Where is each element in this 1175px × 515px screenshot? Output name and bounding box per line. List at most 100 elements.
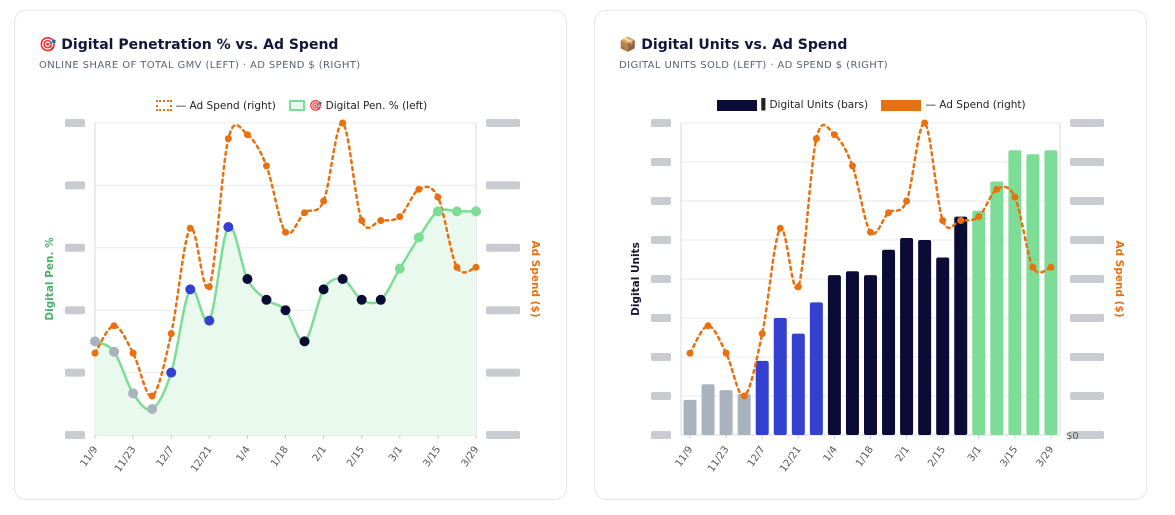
- legend-ad-spend[interactable]: — Ad Spend (right): [155, 99, 276, 112]
- legend-ad-spend-2[interactable]: — Ad Spend (right): [881, 99, 1026, 111]
- c2-x-tick-label: 11/23: [706, 444, 732, 474]
- c2-units-bar: [737, 394, 751, 435]
- c1-right-axis-title: Ad Spend ($): [529, 240, 541, 317]
- legend-ad-spend-label: — Ad Spend (right): [175, 99, 276, 112]
- c1-ad-spend-point: [453, 263, 461, 271]
- c1-pen-point: [337, 274, 348, 284]
- c2-right-tick-label: [1070, 236, 1104, 244]
- c2-units-bar: [845, 271, 859, 435]
- c1-ad-spend-point: [472, 263, 480, 271]
- c2-ad-spend-point: [722, 349, 730, 357]
- c2-left-tick-label: [651, 236, 671, 244]
- c1-pen-area: [95, 209, 476, 435]
- c2-x-tick-label: 1/18: [854, 444, 876, 469]
- c2-x-tick-label: 3/29: [1035, 444, 1057, 469]
- c1-ad-spend-point: [91, 349, 99, 357]
- c2-ad-spend-point: [776, 224, 784, 232]
- c2-units-bar: [954, 216, 968, 435]
- c1-left-tick-label: [65, 431, 85, 439]
- c2-ad-spend-point: [957, 217, 965, 224]
- c1-ad-spend-point: [243, 131, 251, 139]
- c1-pen-point: [109, 346, 120, 357]
- c2-units-bar: [1044, 150, 1058, 436]
- c2-ad-spend-point: [1011, 193, 1019, 201]
- chart1-legend: — Ad Spend (right) 🎯 Digital Pen. % (lef…: [15, 99, 568, 112]
- c1-ad-spend-point: [224, 135, 232, 143]
- c1-x-tick-label: 1/18: [269, 444, 291, 469]
- c1-x-tick-label: 3/29: [460, 444, 482, 469]
- legend-digital-units-label: ▌Digital Units (bars): [761, 99, 869, 111]
- c1-pen-point: [471, 206, 481, 217]
- c2-units-bar: [683, 399, 697, 435]
- c1-right-tick-label: [486, 119, 520, 127]
- c2-left-tick-label: [651, 431, 671, 439]
- c2-units-bar: [1008, 150, 1022, 436]
- c1-right-tick-label: [486, 306, 520, 315]
- penetration-chart-svg: Digital Pen. % Ad Spend ($) 11/9 11/23 12/7 1…: [44, 119, 541, 474]
- c1-right-tick-label: [486, 181, 520, 190]
- c1-left-tick-label: [65, 243, 85, 252]
- c1-pen-point: [223, 222, 234, 232]
- c1-right-tick-label: [486, 431, 520, 439]
- c2-left-tick-label: [651, 392, 671, 400]
- c1-pen-point: [166, 367, 177, 378]
- c1-pen-point: [204, 315, 215, 326]
- legend-digital-units-swatch: [717, 99, 758, 111]
- c2-ad-spend-point: [740, 392, 748, 400]
- c1-x-tick-label: 11/9: [79, 444, 101, 469]
- c1-ad-spend-point: [186, 224, 194, 232]
- c1-ad-spend-point: [301, 209, 309, 217]
- c1-pen-point: [242, 274, 253, 284]
- c1-pen-point: [128, 388, 139, 399]
- c2-right-tick-label: [1070, 392, 1104, 400]
- c1-ad-spend-point: [358, 217, 366, 224]
- c2-units-bar: [791, 333, 805, 435]
- c2-right-tick-label: [1070, 158, 1104, 166]
- c2-ad-spend-point: [939, 217, 947, 224]
- chart2-title: 📦 Digital Units vs. Ad Spend: [619, 37, 848, 53]
- c2-ad-spend-point: [993, 185, 1001, 193]
- c2-ad-spend-point: [1029, 263, 1037, 271]
- c1-pen-point: [451, 206, 462, 217]
- c2-right-tick-label: [1070, 353, 1104, 361]
- chart1-subtitle: ONLINE SHARE OF TOTAL GMV (LEFT) · AD SP…: [39, 60, 361, 71]
- c2-x-tick-label: 12/21: [778, 444, 804, 474]
- c1-pen-point: [261, 294, 272, 305]
- c2-ad-spend-point: [848, 162, 856, 170]
- c1-ad-spend-point: [396, 213, 404, 221]
- c2-units-bar: [827, 275, 841, 435]
- c2-units-bar: [936, 257, 950, 435]
- c2-right-tick-zero: $0: [1066, 431, 1079, 442]
- legend-digital-pen[interactable]: 🎯 Digital Pen. % (left): [289, 99, 427, 112]
- c2-ad-spend-point: [1047, 263, 1055, 271]
- c1-pen-point: [318, 284, 329, 295]
- c2-right-tick-label: [1070, 197, 1104, 205]
- penetration-chart-card: 🎯 Digital Penetration % vs. Ad Spend ONL…: [14, 10, 567, 500]
- c2-x-tick-label: 3/1: [966, 444, 984, 463]
- c1-x-tick-label: 3/1: [387, 444, 405, 463]
- c1-right-tick-label: [486, 243, 520, 252]
- c2-left-tick-label: [651, 353, 671, 361]
- c1-ad-spend-point: [377, 217, 385, 224]
- c2-units-bar: [701, 384, 715, 435]
- c1-ad-spend-point: [129, 349, 137, 357]
- legend-digital-units[interactable]: ▌Digital Units (bars): [717, 99, 868, 111]
- c1-pen-point: [147, 404, 158, 414]
- c1-ad-spend-line: [93, 121, 478, 398]
- c2-x-tick-label: 11/9: [674, 444, 696, 469]
- c2-right-tick-label: [1070, 431, 1104, 439]
- c2-left-tick-label: [651, 158, 671, 166]
- legend-ad-spend-2-swatch: [881, 99, 922, 111]
- c2-right-tick-label: [1070, 314, 1104, 322]
- legend-digital-pen-swatch: [289, 100, 306, 111]
- chart2-legend: ▌Digital Units (bars) — Ad Spend (right): [595, 99, 1148, 111]
- legend-digital-pen-label: 🎯 Digital Pen. % (left): [309, 100, 428, 112]
- c1-ad-spend-point: [320, 197, 328, 205]
- c2-units-bar: [773, 318, 787, 435]
- c2-ad-spend-line: [688, 121, 1053, 398]
- legend-ad-spend-swatch: [155, 100, 172, 111]
- c1-pen-point: [375, 294, 386, 305]
- c2-units-bar: [990, 181, 1004, 435]
- c2-ad-spend-point: [758, 330, 766, 338]
- c1-left-tick-label: [65, 119, 85, 127]
